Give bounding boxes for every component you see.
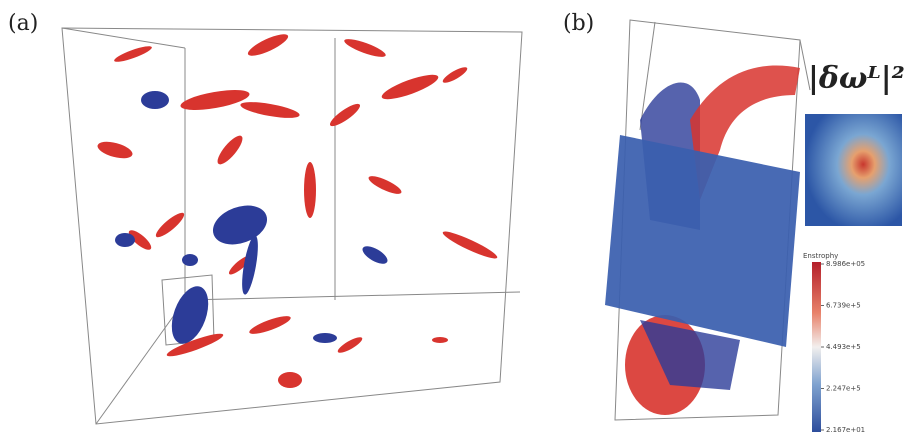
panel-label: (a) [8, 11, 38, 36]
colorbar-label: 6.739e+5 [826, 302, 861, 310]
panel-label: (b) [563, 11, 594, 36]
colorbar [812, 262, 821, 432]
slice-plane [605, 135, 800, 347]
box-frame [62, 28, 522, 424]
colorbar-title: Enstrophy [803, 252, 838, 260]
figure: (a) [0, 0, 919, 441]
formula: |δωᴸ|² [808, 61, 905, 96]
colorbar-label: 8.986e+05 [826, 260, 865, 268]
colorbar-label: 2.167e+01 [826, 426, 865, 434]
panel-a: (a) [8, 11, 522, 424]
colorbar-label: 4.493e+5 [826, 343, 861, 351]
inset-slice [805, 114, 902, 226]
colorbar-label: 2.247e+5 [826, 385, 861, 393]
panel-b: (b) |δωᴸ|² Enstrophy 8.986e+05 6.739e+5 4.… [563, 11, 905, 434]
colorbar-labels: 8.986e+05 6.739e+5 4.493e+5 2.247e+5 2.167e+… [821, 260, 865, 434]
vortex-tubes [96, 30, 500, 388]
